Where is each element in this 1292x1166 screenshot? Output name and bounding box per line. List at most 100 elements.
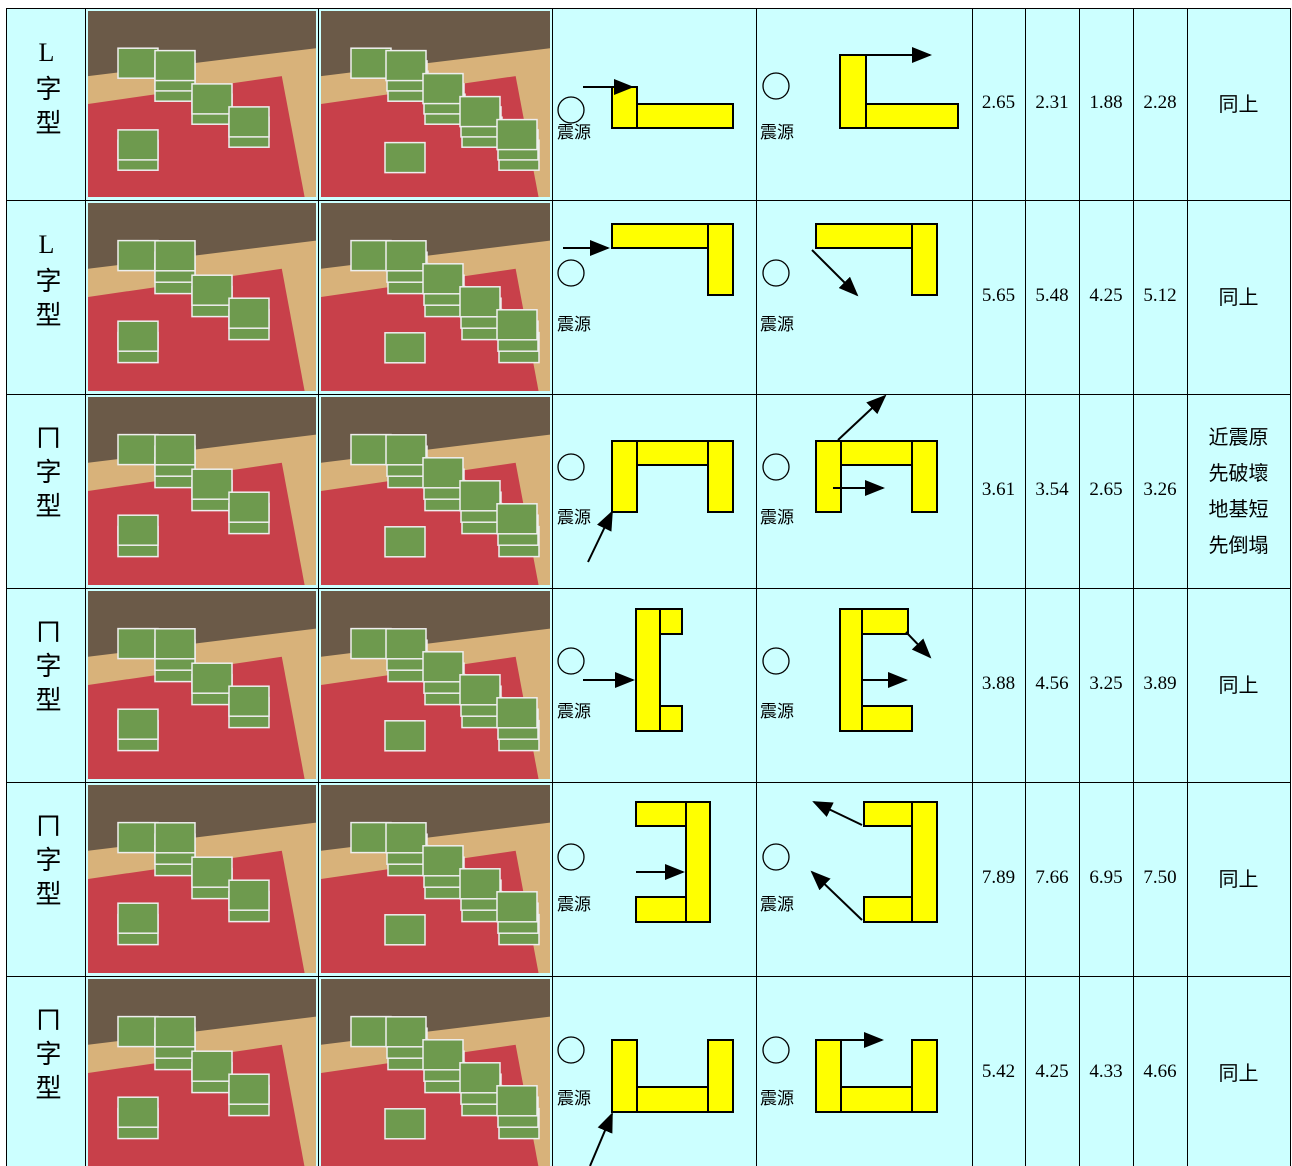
photo-block [117,708,159,740]
photo-block [154,434,196,466]
table-cell [6,200,86,395]
table-cell [1187,200,1291,395]
photo-block [459,480,501,512]
note-line: 先倒塌 [1208,533,1269,557]
photo-block [459,868,501,900]
note-line: 近震原 [1208,425,1269,449]
wall [707,223,734,296]
photo-block [350,433,392,466]
photo-block [154,240,196,272]
measured-value: 7.66 [1035,867,1069,888]
photo-block [228,685,270,717]
table-cell [972,394,1026,589]
measured-value: 2.28 [1143,92,1177,113]
photo-block [459,286,501,318]
photo-block [228,1073,270,1105]
shape-type: ㄇ字型 [32,1006,61,1108]
wall [635,608,661,732]
wall [685,801,711,923]
source-circle [557,647,585,675]
note-line: 同上 [1218,867,1259,891]
measured-value: 6.95 [1089,867,1123,888]
wall [611,86,638,129]
photo-block [496,891,538,923]
photo-block [384,332,426,364]
photo-block [459,95,501,128]
photo-block [228,879,270,911]
source-circle [557,96,585,124]
photo-block [385,1016,427,1048]
photo-block [385,434,427,466]
measured-value: 3.26 [1143,479,1177,500]
source-circle [557,453,585,481]
source-circle [762,843,790,871]
table-cell [1025,976,1080,1166]
shape-type: L字型 [32,230,61,335]
photo-block [459,674,501,706]
shape-type: L字型 [32,38,61,143]
wall [861,705,913,732]
wall [635,801,687,827]
photo-block [384,526,426,558]
photo-block [422,845,464,877]
photo-block [117,514,159,546]
shape-type: ㄇ字型 [32,424,61,526]
photo-block [117,320,159,352]
photo-block [422,651,464,683]
table-cell [972,200,1026,395]
wall [815,440,842,513]
wall [707,440,734,513]
photo-block [385,240,427,272]
measured-value: 3.54 [1035,479,1069,500]
photo-block [117,239,159,272]
note-line: 地基短 [1208,497,1269,521]
measured-value: 3.61 [981,479,1016,500]
wall [611,440,638,513]
photo-block [154,822,196,854]
measured-value: 3.25 [1089,673,1123,694]
photo-block [117,627,159,660]
source-label: 震源 [760,315,794,335]
photo-block [384,914,426,946]
wall [911,1039,938,1113]
photo-block [496,697,538,729]
note-line: 同上 [1218,673,1259,697]
table-cell [1133,976,1188,1166]
source-label: 震源 [557,702,591,722]
measured-value: 4.33 [1089,1061,1123,1082]
table-cell [1187,976,1291,1166]
wall [707,1039,734,1113]
measured-value: 7.50 [1143,867,1177,888]
photo-block [350,821,392,854]
wall [839,608,863,732]
source-circle [557,1036,585,1064]
measured-value: 5.42 [981,1061,1016,1082]
photo-block [350,47,392,79]
measured-value: 5.65 [981,285,1016,306]
wall [659,608,683,635]
wall [911,801,938,923]
measured-value: 4.25 [1035,1061,1069,1082]
photo-block [459,1062,501,1094]
source-circle [762,72,790,100]
photo-block [154,49,196,82]
source-circle [557,259,585,287]
measured-value: 3.89 [1143,673,1177,694]
photo-block [191,274,233,306]
note-line: 先破壞 [1208,461,1269,485]
shape-type: ㄇ字型 [32,812,61,914]
photo-block [154,1016,196,1048]
photo-block [422,457,464,489]
photo-block [117,1015,159,1048]
photo-block [496,118,538,151]
photo-block [191,662,233,694]
wall [863,896,913,923]
measured-value: 2.65 [981,92,1016,113]
arrow [905,631,932,659]
photo-block [350,239,392,272]
table-cell [1079,200,1134,395]
table-cell [1187,588,1291,783]
photo-block [117,129,159,161]
source-label: 震源 [760,1089,794,1109]
